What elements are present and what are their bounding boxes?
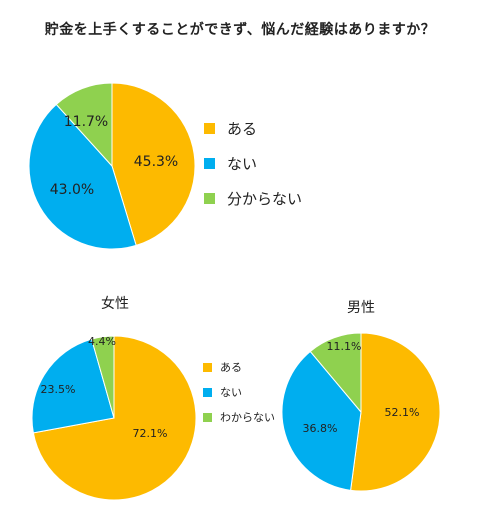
main-pie-legend: ある ない 分からない (204, 118, 344, 213)
main-legend-swatch-0 (204, 123, 215, 134)
male-pie-slice-0 (350, 332, 441, 492)
chart-title: 貯金を上手くすることができず、悩んだ経験はありますか？ (44, 22, 436, 38)
female-legend-item-0: ある (203, 359, 242, 375)
male-pie-label-0: 52.1% (385, 406, 420, 419)
female-pie-label-0: 72.1% (133, 427, 168, 440)
main-pie-label-1: 43.0% (50, 182, 94, 198)
female-legend-item-1: ない (203, 384, 242, 400)
male-pie-label-1: 36.8% (303, 422, 338, 435)
female-pie-label-2: 4.4% (88, 335, 116, 348)
female-legend-swatch-0 (203, 362, 212, 372)
main-legend-label-1: ない (227, 155, 258, 173)
female-pie-title: 女性 (101, 296, 129, 312)
main-legend-label-2: 分からない (227, 190, 303, 208)
female-pie-legend: ある ない わからない (203, 359, 303, 429)
main-pie-label-2: 11.7% (64, 114, 108, 130)
main-legend-item-0: ある (204, 118, 257, 139)
male-pie-slice-2 (309, 332, 362, 414)
female-legend-label-0: ある (220, 361, 242, 374)
main-pie-label-0: 45.3% (134, 154, 178, 170)
female-pie-slice-1 (31, 338, 115, 434)
female-legend-item-2: わからない (203, 409, 275, 425)
main-pie-slice-1 (28, 103, 137, 250)
main-legend-swatch-1 (204, 158, 215, 169)
main-legend-item-1: ない (204, 153, 257, 174)
female-pie-slice-2 (91, 335, 115, 419)
female-legend-swatch-2 (203, 412, 212, 422)
male-pie-slice-1 (281, 350, 362, 491)
female-legend-swatch-1 (203, 387, 212, 397)
main-legend-item-2: 分からない (204, 188, 302, 209)
main-legend-label-0: ある (227, 120, 258, 138)
male-pie-label-2: 11.1% (327, 340, 362, 353)
female-legend-label-2: わからない (220, 411, 275, 424)
main-pie-slice-0 (111, 82, 196, 247)
male-pie-title: 男性 (347, 300, 375, 316)
female-pie-slice-0 (32, 335, 197, 501)
female-legend-label-1: ない (220, 386, 242, 399)
main-pie-slice-2 (55, 82, 113, 168)
main-legend-swatch-2 (204, 193, 215, 204)
female-pie-label-1: 23.5% (41, 383, 76, 396)
